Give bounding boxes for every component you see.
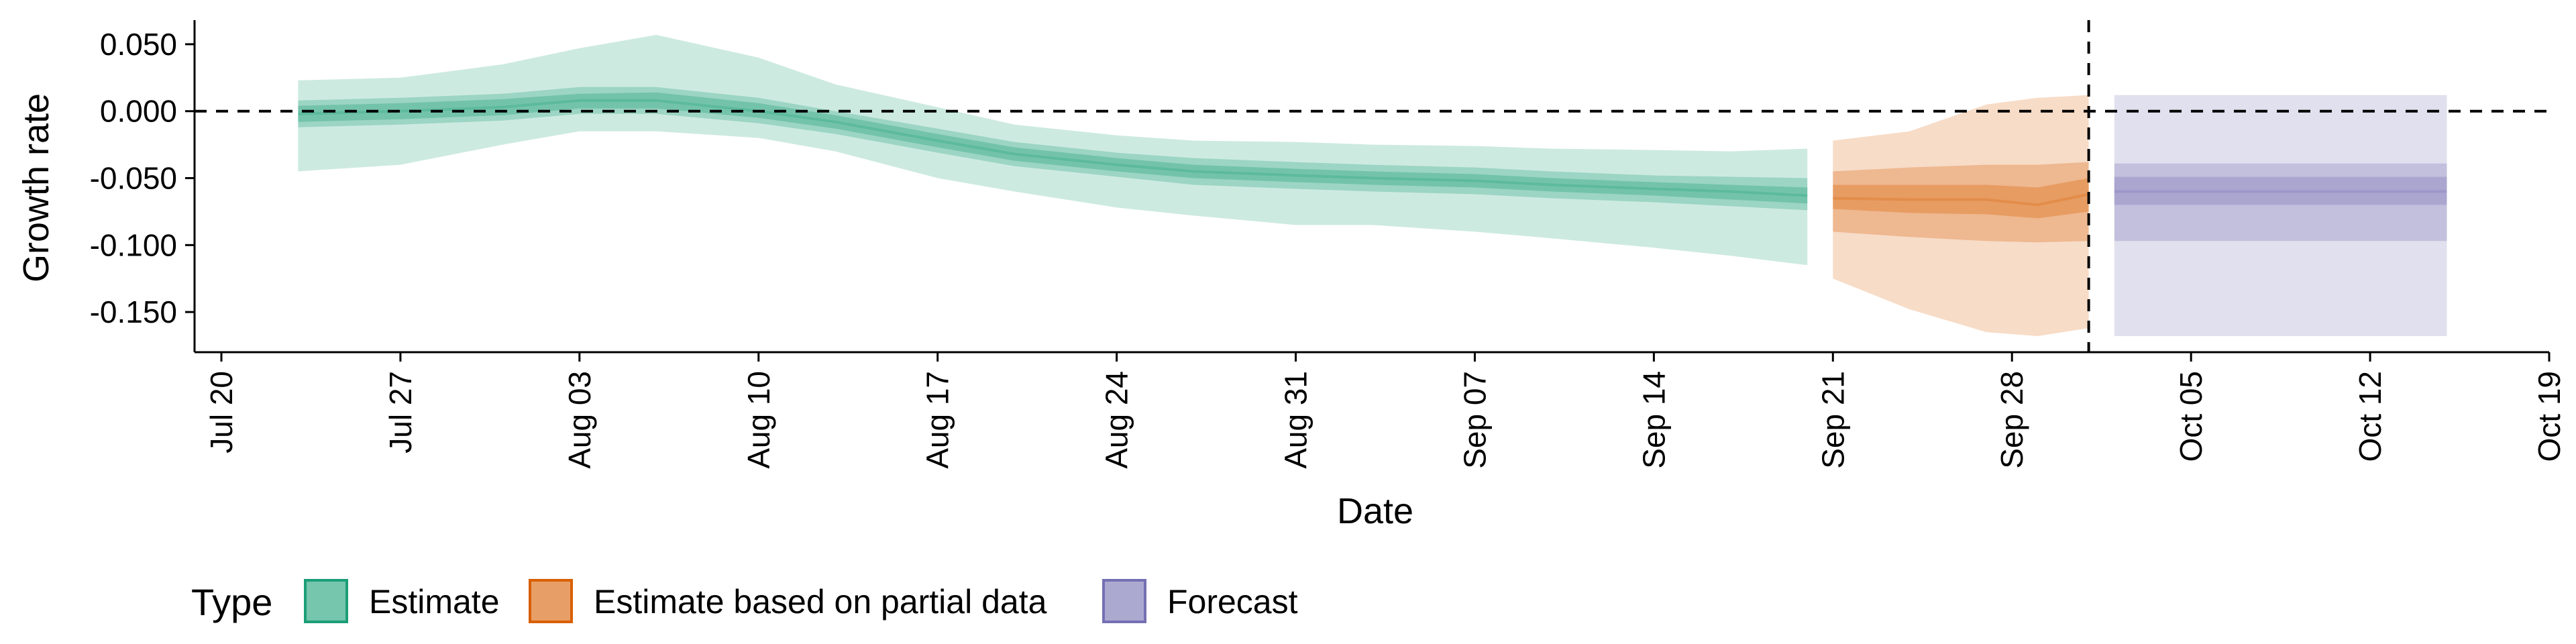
legend-label-1: Estimate [369,583,500,621]
x-tick-label: Sep 28 [1994,371,2029,469]
legend-key-2 [529,579,573,623]
x-tick-label: Aug 10 [741,371,776,469]
x-tick-label: Jul 20 [204,371,239,453]
inner-interval-band [298,92,1808,204]
legend-key-3 [1102,579,1146,623]
reference-lines [195,20,2549,352]
y-tick-label: -0.100 [90,227,177,262]
series-2 [1833,95,2090,337]
mid-interval-band [2114,163,2447,241]
legend-label-2: Estimate based on partial data [594,583,1047,621]
x-tick-label: Oct 12 [2353,371,2387,462]
y-ticks: 0.050 0.000 -0.050 -0.100 -0.150 [90,27,195,329]
legend-key-1 [304,579,348,623]
inner-interval-band [2114,176,2447,205]
x-tick-label: Oct 05 [2174,371,2208,462]
x-tick-label: Sep 14 [1636,371,1671,469]
x-tick-label: Jul 27 [383,371,418,453]
y-axis-title: Growth rate [16,93,56,282]
x-tick-label: Sep 21 [1815,371,1850,469]
mid-interval-band [1833,162,2089,243]
legend-title: Type [191,581,272,623]
median-line [1833,193,2090,207]
series-1 [298,35,1808,266]
x-tick-label: Aug 24 [1099,371,1134,469]
x-axis-title: Date [1337,491,1413,531]
legend-label-3: Forecast [1167,583,1298,621]
x-tick-label: Aug 17 [920,371,955,469]
outer-interval-band [298,35,1808,266]
ribbon-layer [298,35,2447,337]
x-tick-label: Aug 03 [562,371,597,469]
y-tick-label: -0.050 [90,161,177,196]
y-tick-label: 0.000 [100,94,177,129]
mid-interval-band [298,87,1808,211]
y-tick-label: 0.050 [100,27,177,62]
inner-interval-band [1833,178,2089,219]
median-line [298,99,1808,197]
x-ticks: Jul 20 Jul 27 Aug 03 Aug 10 Aug 17 Aug 24 Aug … [204,352,2567,469]
series-3 [2114,95,2447,337]
outer-interval-band [1833,95,2089,337]
outer-interval-band [2114,95,2447,337]
x-tick-label: Oct 19 [2532,371,2567,462]
y-tick-label: -0.150 [90,294,177,329]
x-tick-label: Aug 31 [1279,371,1313,469]
x-tick-label: Sep 07 [1457,371,1492,469]
legend: Type Estimate Estimate based on partial d… [191,579,1298,623]
